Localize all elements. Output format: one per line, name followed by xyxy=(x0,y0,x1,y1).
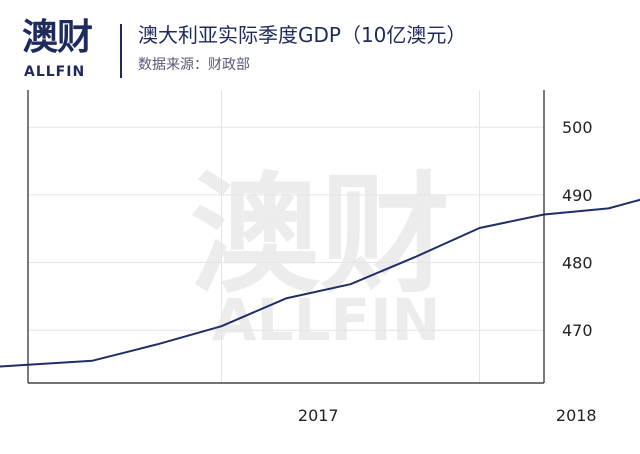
brand-logo: 澳财 ALLFIN xyxy=(22,17,122,81)
x-tick-label: 2018 xyxy=(556,406,597,425)
watermark-chinese: 澳财 xyxy=(190,159,450,311)
series xyxy=(0,198,640,368)
grid xyxy=(28,90,544,383)
gdp-series-line xyxy=(0,198,640,368)
axes: 4704804905002017201820192020 xyxy=(27,90,597,425)
header-divider xyxy=(120,24,122,78)
logo-english-text: ALLFIN xyxy=(24,64,86,80)
watermark: 澳财 ALLFIN xyxy=(190,159,450,354)
watermark-english: ALLFIN xyxy=(212,286,441,354)
y-tick-label: 490 xyxy=(562,186,593,205)
chart-title: 澳大利亚实际季度GDP（10亿澳元） xyxy=(138,23,467,47)
chart-source: 数据来源：财政部 xyxy=(138,57,250,73)
y-tick-label: 500 xyxy=(562,118,593,137)
y-tick-label: 480 xyxy=(562,254,593,273)
logo-chinese-text: 澳财 xyxy=(22,17,93,58)
x-tick-label: 2017 xyxy=(298,406,339,425)
y-tick-label: 470 xyxy=(562,321,593,340)
